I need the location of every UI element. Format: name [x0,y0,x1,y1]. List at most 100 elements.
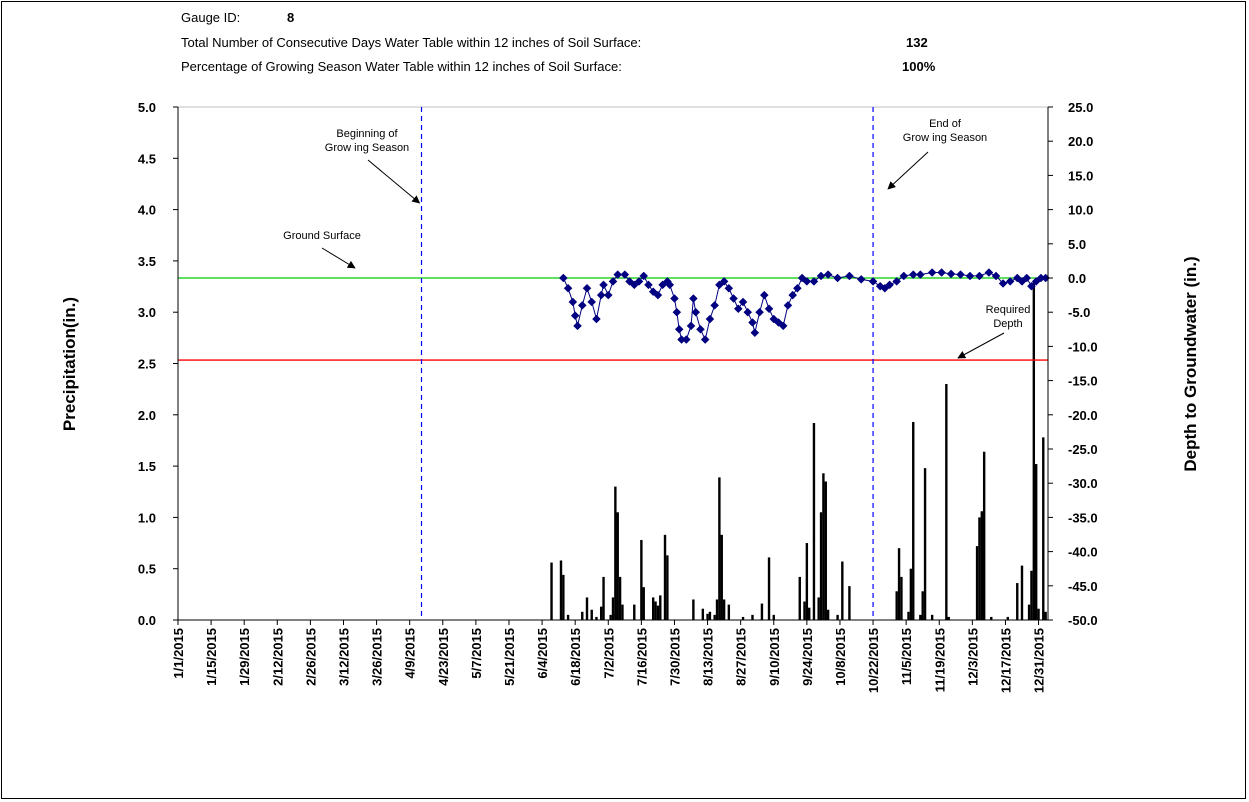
groundwater-point-46 [755,307,764,317]
y-tick-label-7: 3.5 [138,254,156,269]
required-depth-annotation-line1: Required [986,304,1031,316]
groundwater-point-77 [984,268,994,277]
precip-bar-39 [772,614,775,620]
groundwater-point-27 [674,324,684,334]
groundwater-point-39 [724,283,734,293]
precip-bar-29 [713,614,716,620]
precip-bar-23 [663,534,667,620]
x-tick-label-20: 10/8/2015 [833,628,848,686]
end-season-annotation-line2: Grow ing Season [903,132,987,144]
precip-bar-68 [982,451,986,620]
precip-bar-22 [659,595,662,620]
groundwater-point-34 [700,335,710,344]
x-tick-label-23: 11/19/2015 [932,628,947,692]
groundwater-point-15 [625,277,634,286]
x-tick-label-0: 1/1/2015 [171,628,186,679]
precip-bar-34 [727,604,731,620]
groundwater-point-38 [719,277,729,286]
x-tick-label-1: 1/15/2015 [204,628,219,686]
groundwater-point-21 [653,290,663,300]
groundwater-point-76 [975,271,984,281]
precip-bar-15 [621,604,624,620]
precip-bar-35 [741,616,745,620]
precip-bar-14 [618,576,622,620]
groundwater-point-73 [946,269,956,279]
y2-axis-title: Depth to Groundwater (in.) [1181,256,1200,471]
x-tick-label-11: 6/4/2015 [535,628,550,679]
groundwater-point-67 [892,277,902,286]
precip-bar-16 [633,604,636,620]
groundwater-point-13 [613,270,623,279]
precip-bar-6 [590,609,593,620]
groundwater-point-11 [603,290,613,300]
precip-bar-43 [808,607,811,620]
y-tick-label-2: 1.0 [138,510,156,525]
precip-bar-52 [848,586,851,620]
groundwater-point-57 [809,277,819,286]
precip-bar-58 [912,421,915,620]
y-axis-title: Precipitation(in.) [60,297,79,431]
y2-tick-labels: -50.0 -45.0 -40.0 -35.0 -30.0 -25.0 -20.0 -15.0… [1068,100,1098,628]
precip-bar-37 [760,603,764,620]
y-tick-label-0: 0.0 [138,613,156,628]
groundwater-point-17 [634,277,644,286]
groundwater-point-58 [816,271,826,281]
groundwater-point-64 [875,281,885,291]
y-tick-labels: 0.0 0.5 1.0 1.5 2.0 2.5 3.0 3.5 4.0 4.5 5.0 [138,100,156,628]
x-tick-label-8: 4/23/2015 [436,628,451,686]
groundwater-point-3 [570,311,580,320]
precip-bar-62 [930,614,934,620]
precip-bar-54 [897,548,901,620]
groundwater-point-44 [748,318,757,327]
x-tick-label-26: 12/31/2015 [1032,628,1047,693]
consecutive-days-value: 132 [906,35,928,50]
y2-tick-label-6: -20.0 [1068,408,1098,423]
axes [173,106,1053,625]
groundwater-point-61 [845,271,854,281]
precip-bar-49 [826,609,830,620]
precip-bar-38 [767,557,771,620]
groundwater-point-1 [563,283,573,293]
x-tick-labels: 1/1/2015 1/15/2015 1/29/2015 2/12/2015 2/26/… [171,628,1047,693]
precip-bar-77 [1037,608,1040,620]
groundwater-point-0 [558,273,568,283]
y2-tick-label-1: -45.0 [1068,579,1098,594]
groundwater-point-14 [620,270,630,279]
precip-bar-73 [1027,604,1031,620]
precip-bar-2 [562,574,565,620]
y2-tick-label-3: -35.0 [1068,510,1098,525]
begin-season-annotation-line2: Grow ing Season [325,142,409,154]
y2-tick-label-0: -50.0 [1068,613,1098,628]
precip-bar-7 [595,616,598,620]
precip-bar-51 [841,561,844,620]
precip-bar-79 [1044,611,1047,620]
y2-tick-label-13: 15.0 [1068,168,1093,183]
precip-bar-8 [599,606,603,620]
groundwater-point-51 [778,321,788,331]
groundwater-point-35 [705,314,715,324]
x-tick-label-12: 6/18/2015 [568,628,583,686]
groundwater-point-40 [729,294,738,303]
required-depth-arrow [957,332,1005,359]
precip-bar-21 [656,605,660,620]
groundwater-point-48 [764,304,774,314]
groundwater-point-53 [788,290,798,300]
groundwater-point-24 [665,280,675,290]
y2-tick-label-2: -40.0 [1068,545,1098,560]
gauge-id-label: Gauge ID: [181,10,241,25]
x-tick-label-7: 4/9/2015 [403,628,418,679]
y2-tick-label-10: 0.0 [1068,271,1086,286]
groundwater-point-47 [759,290,769,300]
groundwater-point-2 [568,297,578,307]
precip-bar-47 [822,473,825,620]
x-tick-label-19: 9/24/2015 [800,628,815,686]
precip-bar-27 [706,613,709,620]
x-tick-label-21: 10/22/2015 [866,628,881,693]
precip-bar-78 [1042,437,1045,620]
groundwater-point-56 [802,277,812,286]
precip-bar-31 [718,477,721,620]
x-tick-label-2: 1/29/2015 [237,628,252,686]
precipitation-bars [550,281,1047,620]
groundwater-point-52 [783,301,793,310]
precip-bar-75 [1032,281,1036,620]
